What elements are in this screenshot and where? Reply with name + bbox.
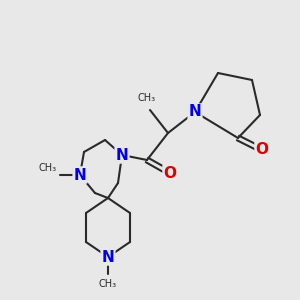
Text: CH₃: CH₃ (138, 93, 156, 103)
Text: CH₃: CH₃ (39, 163, 57, 173)
Text: O: O (256, 142, 268, 158)
Text: N: N (102, 250, 114, 265)
Text: N: N (189, 104, 201, 119)
Text: CH₃: CH₃ (99, 279, 117, 289)
Text: N: N (74, 167, 86, 182)
Text: O: O (164, 166, 176, 181)
Text: N: N (116, 148, 128, 163)
